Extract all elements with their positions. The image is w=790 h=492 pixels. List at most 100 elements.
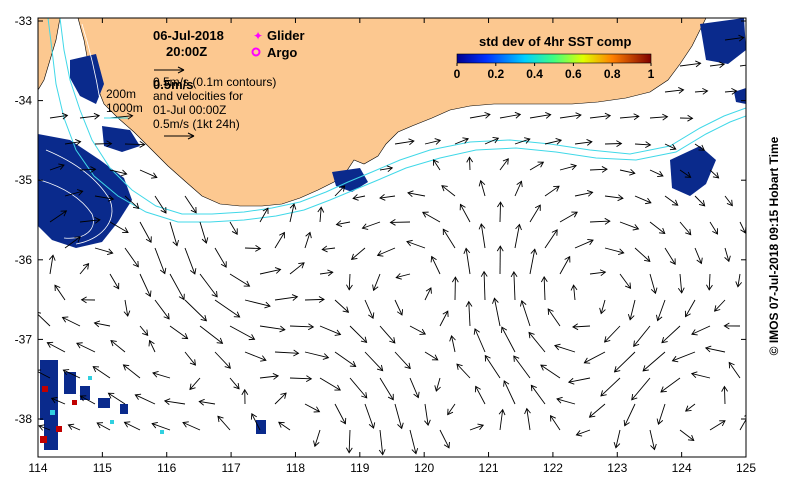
velocity-arrow [94, 247, 113, 254]
velocity-arrow [649, 169, 664, 177]
velocity-arrow-head [181, 333, 189, 340]
velocity-arrow-head [159, 267, 167, 275]
velocity-arrow [38, 371, 51, 379]
velocity-arrow [394, 299, 403, 316]
velocity-arrow [124, 195, 140, 209]
contour-note-line-2: and velocities for [153, 89, 243, 103]
velocity-arrow-head [139, 141, 146, 148]
velocity-arrow-head [434, 138, 442, 145]
velocity-arrow-head [291, 294, 299, 301]
velocity-arrow [62, 316, 81, 327]
velocity-arrow-head [613, 442, 621, 449]
velocity-arrow-head [456, 363, 463, 370]
velocity-arrow [739, 418, 746, 431]
velocity-arrow [51, 397, 66, 405]
velocity-arrow-head [534, 204, 541, 211]
velocity-arrow [619, 273, 631, 289]
velocity-arrow [447, 403, 456, 415]
velocity-arrow-head [616, 140, 623, 148]
velocity-arrow-head [134, 393, 142, 400]
velocity-arrow [259, 207, 269, 223]
velocity-arrow [514, 224, 520, 249]
velocity-arrow [351, 247, 366, 260]
velocity-arrow [454, 138, 469, 145]
velocity-arrow [151, 423, 171, 431]
velocity-arrow [691, 373, 711, 379]
velocity-arrow-head [46, 341, 54, 348]
velocity-arrow-head [601, 166, 608, 173]
velocity-arrow [714, 299, 726, 312]
velocity-arrow-head [627, 314, 635, 321]
x-axis: 114 115 116 117 118 119 120 121 122 123 124 125 [28, 18, 756, 475]
velocity-arrow [465, 248, 471, 275]
velocity-arrow-head [498, 408, 506, 416]
velocity-arrow-head [443, 441, 450, 449]
velocity-arrow-head [279, 325, 286, 333]
velocity-arrow [184, 247, 196, 275]
velocity-arrow [169, 221, 178, 246]
velocity-arrow-head [79, 395, 87, 402]
velocity-arrow [657, 299, 666, 321]
velocity-arrow-head [322, 353, 330, 360]
x-tick-label: 116 [157, 461, 176, 475]
velocity-arrow [76, 342, 96, 353]
sst-high-variability-spots [40, 386, 77, 443]
x-tick-label: 121 [479, 461, 499, 475]
velocity-arrow [396, 273, 411, 279]
velocity-arrow [619, 115, 639, 119]
velocity-arrow-head [280, 392, 287, 399]
velocity-arrow-head [645, 197, 652, 205]
velocity-arrow-head [669, 144, 677, 151]
velocity-arrow-head [38, 424, 45, 431]
velocity-arrow [259, 325, 285, 331]
velocity-arrow-head [528, 331, 535, 339]
velocity-arrow-head [691, 329, 698, 336]
velocity-arrow-head [564, 255, 571, 263]
glider-legend-label: Glider [267, 28, 305, 43]
velocity-arrow [514, 138, 530, 145]
velocity-arrow-head [599, 307, 606, 315]
velocity-arrow [589, 403, 606, 418]
velocity-arrow [649, 273, 656, 294]
velocity-arrow-head [478, 179, 486, 187]
velocity-arrow-head [502, 158, 509, 165]
credit-text: © IMOS 07-Jul-2018 09:15 Hobart Time [767, 136, 781, 356]
velocity-arrow-head [397, 422, 404, 430]
velocity-arrow-head [307, 323, 315, 331]
velocity-arrow [79, 115, 100, 119]
velocity-arrow-head [132, 260, 139, 268]
velocity-arrow [409, 325, 426, 335]
velocity-arrow [289, 203, 295, 223]
velocity-arrow-head [463, 247, 471, 254]
velocity-arrow-head [250, 413, 257, 420]
velocity-arrow [514, 181, 522, 197]
velocity-arrow [694, 90, 708, 93]
colorbar-title: std dev of 4hr SST comp [479, 34, 631, 49]
velocity-arrow-head [604, 112, 612, 120]
velocity-arrow-head [313, 406, 321, 413]
velocity-arrow-head [728, 361, 735, 369]
velocity-arrow [274, 232, 285, 249]
velocity-arrow-head [492, 137, 500, 144]
velocity-arrow-head [685, 228, 692, 236]
velocity-arrow [634, 143, 651, 146]
velocity-arrow-head [629, 168, 636, 176]
velocity-arrow [244, 299, 271, 307]
velocity-arrow-head [334, 329, 342, 336]
velocity-arrow-head [76, 189, 84, 196]
velocity-arrow [576, 429, 591, 436]
velocity-arrow-head [413, 391, 420, 399]
isobath-1000m [47, 18, 746, 223]
legend-scale-arrow-icon [164, 132, 195, 140]
velocity-arrow-head [724, 255, 731, 263]
velocity-arrow [49, 114, 68, 119]
velocity-arrow-head [553, 185, 560, 192]
velocity-arrow [364, 403, 374, 429]
velocity-arrow-head [58, 163, 65, 170]
velocity-arrow-head [586, 190, 594, 197]
velocity-arrow-head [678, 87, 685, 94]
velocity-arrow-head [473, 328, 480, 335]
velocity-arrow-head [514, 111, 522, 119]
velocity-arrow-head [477, 423, 485, 430]
velocity-arrow [589, 168, 608, 171]
